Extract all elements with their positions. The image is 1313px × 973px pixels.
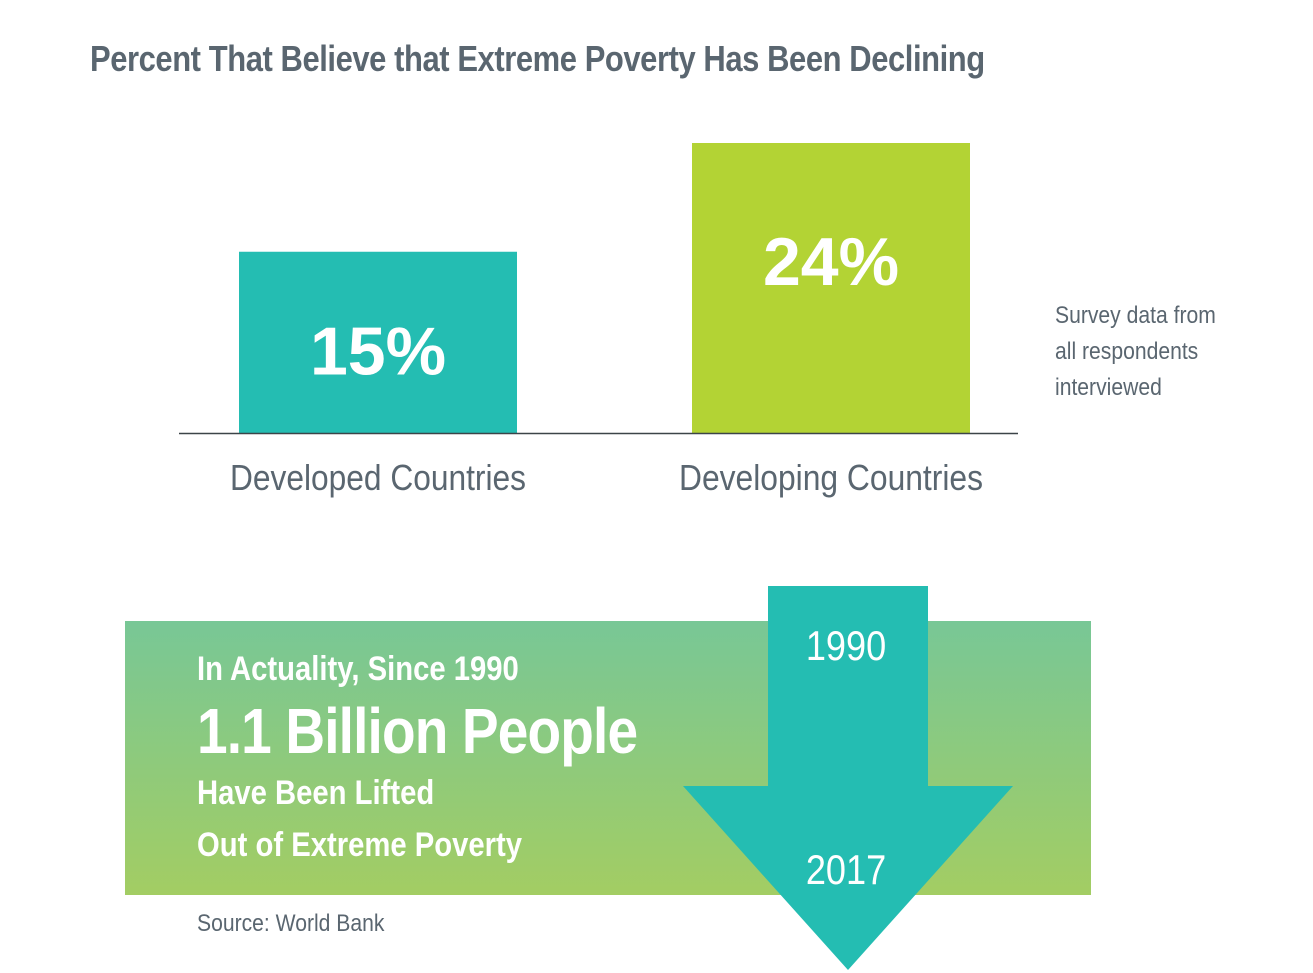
bar-developing-countries	[692, 143, 970, 433]
survey-note-line: Survey data from	[1055, 302, 1216, 329]
banner-line-headline: 1.1 Billion People	[197, 695, 638, 767]
survey-note-line: interviewed	[1055, 374, 1162, 401]
source-credit: Source: World Bank	[197, 910, 385, 937]
banner-line-poverty: Out of Extreme Poverty	[197, 826, 522, 864]
bar-chart: 15% Developed Countries 24% Developing Coun…	[179, 143, 1018, 498]
arrow-end-year: 2017	[805, 846, 887, 893]
bar-value-label: 15%	[310, 313, 446, 389]
category-label: Developed Countries	[230, 457, 526, 498]
survey-note: Survey data from all respondents intervi…	[1055, 298, 1216, 406]
chart-title: Percent That Believe that Extreme Povert…	[90, 38, 985, 79]
category-label: Developing Countries	[679, 457, 983, 498]
bar-value-label: 24%	[763, 224, 899, 300]
banner-line-since: In Actuality, Since 1990	[197, 650, 519, 688]
arrow-start-year: 1990	[805, 622, 887, 669]
down-arrow-shape	[683, 586, 1013, 970]
banner-line-lifted: Have Been Lifted	[197, 774, 435, 812]
bar-developed-countries	[239, 251, 517, 433]
survey-note-line: all respondents	[1055, 338, 1199, 365]
